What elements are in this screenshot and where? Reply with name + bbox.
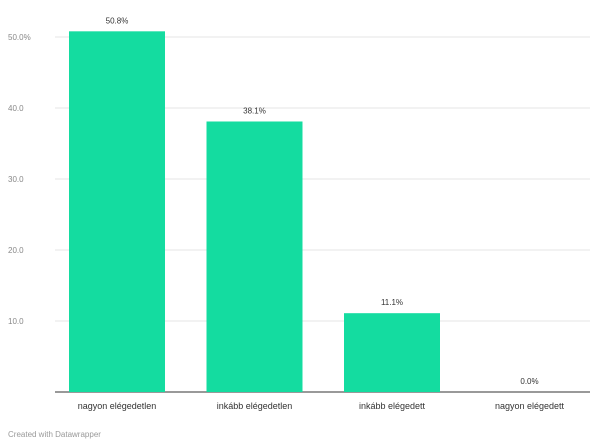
bar-value-label: 0.0% (520, 377, 538, 386)
bar (206, 121, 303, 393)
y-tick-label: 10.0 (8, 317, 24, 326)
bar (69, 31, 165, 392)
y-tick-label: 30.0 (8, 175, 24, 184)
bar (344, 313, 440, 392)
bar-value-label: 11.1% (381, 298, 403, 307)
bar-value-label: 38.1% (243, 106, 266, 115)
y-tick-label: 20.0 (8, 246, 24, 255)
x-category-label: inkább elégedett (359, 401, 426, 411)
x-category-label: nagyon elégedett (495, 401, 565, 411)
x-category-label: nagyon elégedetlen (78, 401, 157, 411)
x-category-label: inkább elégedetlen (217, 401, 293, 411)
datawrapper-credit: Created with Datawrapper (8, 430, 101, 439)
bar-value-label: 50.8% (106, 16, 129, 25)
y-tick-label: 40.0 (8, 104, 24, 113)
y-tick-label: 50.0% (8, 33, 31, 42)
